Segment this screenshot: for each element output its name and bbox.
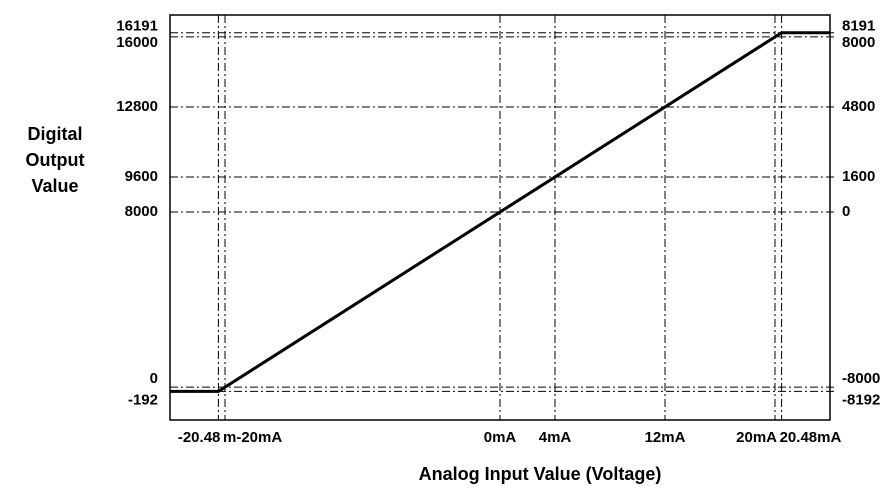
y-tick-label: 16191 <box>116 18 158 35</box>
x-tick-label: 20.48mA <box>780 429 842 446</box>
y-axis-title: Value <box>31 176 78 196</box>
y-tick-label: 0 <box>150 370 158 387</box>
x-tick-label: 0mA <box>484 429 517 446</box>
y2-tick-label: -8192 <box>842 391 880 408</box>
data-line <box>170 31 830 393</box>
x-tick-label: m-20mA <box>223 429 282 446</box>
y2-tick-label: 1600 <box>842 168 875 185</box>
y-tick-label: 12800 <box>116 98 158 115</box>
y2-tick-label: -8000 <box>842 370 880 387</box>
x-tick-label: 4mA <box>539 429 572 446</box>
x-tick-label: 12mA <box>645 429 686 446</box>
y-tick-label: 16000 <box>116 34 158 51</box>
y2-tick-label: 8191 <box>842 18 875 35</box>
y2-tick-label: 0 <box>842 203 850 220</box>
y2-tick-label: 4800 <box>842 98 875 115</box>
y-axis-title: Digital <box>27 124 82 144</box>
x-tick-label: -20.48 <box>178 429 221 446</box>
y-tick-label: 8000 <box>125 203 158 220</box>
y-tick-label: 9600 <box>125 168 158 185</box>
y-axis-title: Output <box>26 150 85 170</box>
x-axis-title: Analog Input Value (Voltage) <box>419 464 662 484</box>
x-tick-label: 20mA <box>736 429 777 446</box>
y2-tick-label: 8000 <box>842 34 875 51</box>
y-tick-label: -192 <box>128 391 158 408</box>
